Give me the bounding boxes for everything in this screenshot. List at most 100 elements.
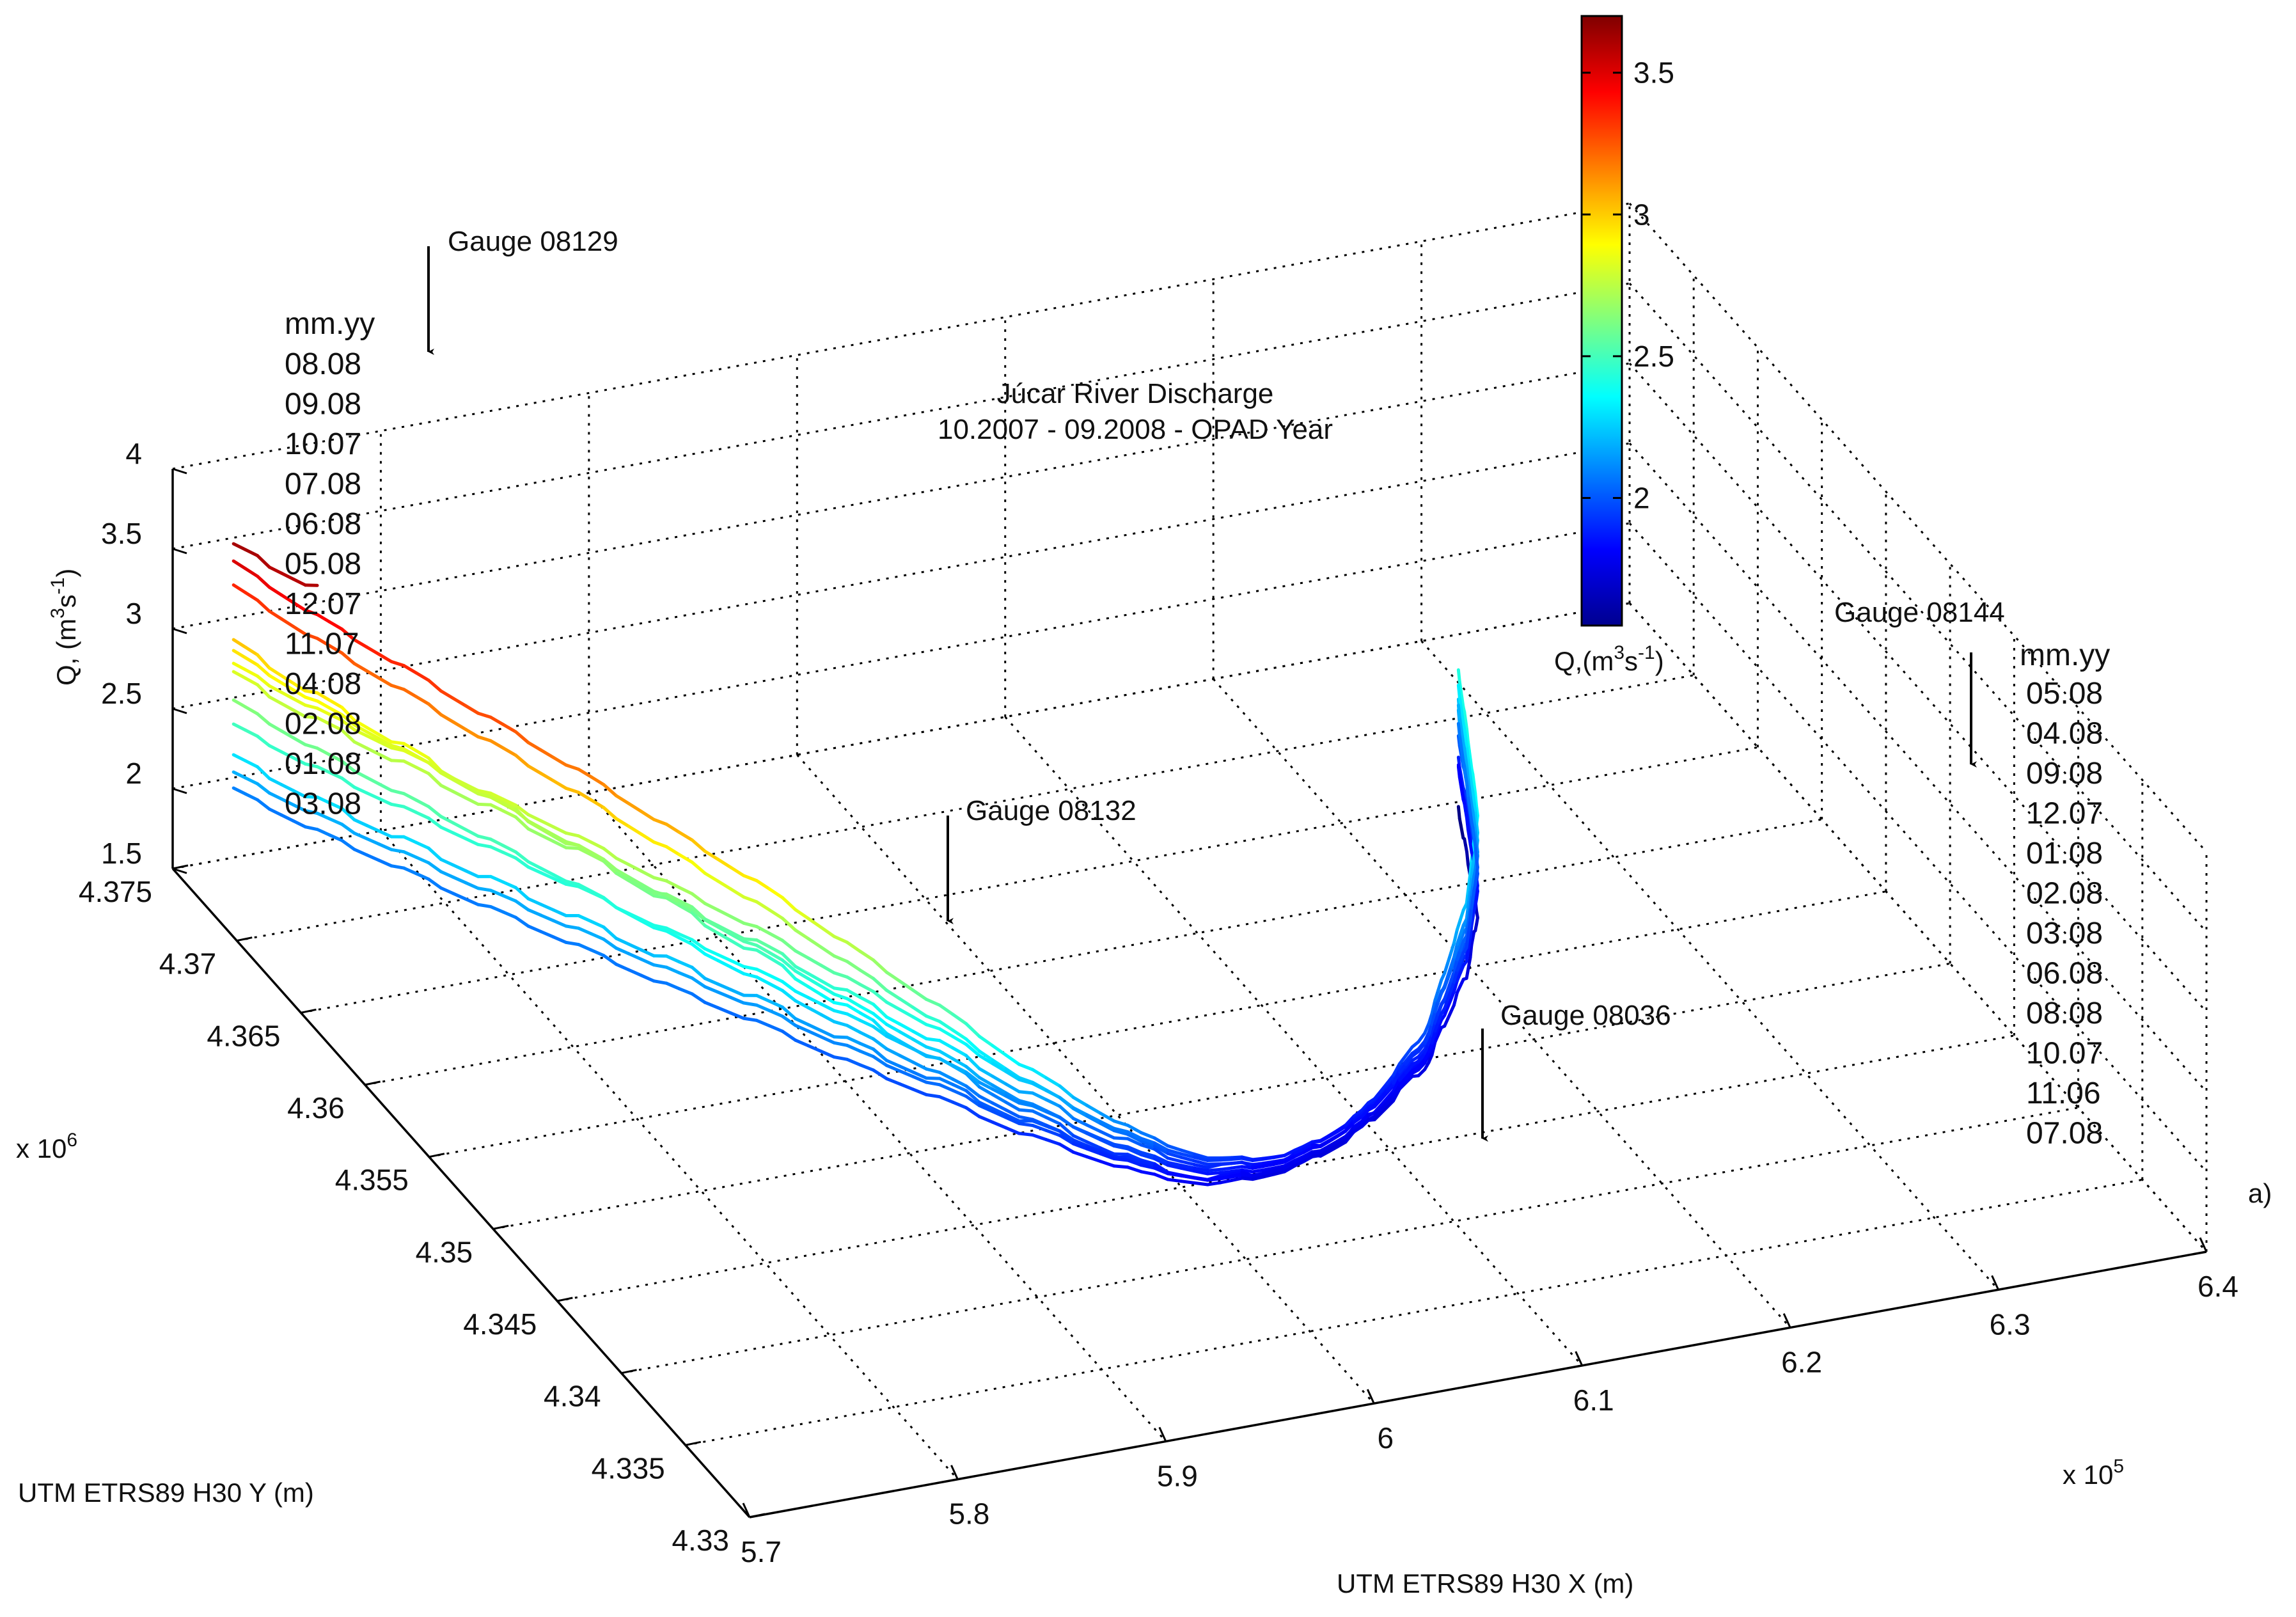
- series-segment: [690, 892, 707, 905]
- series-segment: [315, 706, 331, 716]
- series-segment: [256, 734, 271, 748]
- series-segment: [991, 1120, 1008, 1130]
- series-segment: [690, 860, 707, 875]
- series-segment: [1385, 1081, 1396, 1092]
- series-segment: [885, 1077, 902, 1086]
- series-lines: [232, 542, 1479, 1187]
- legend-right-entry: 11.06: [2026, 1077, 2101, 1110]
- series-segment: [652, 840, 668, 849]
- series-segment: [832, 954, 849, 963]
- series-segment: [729, 938, 746, 950]
- series-segment: [244, 590, 260, 602]
- series-segment: [627, 968, 643, 977]
- series-segment: [1004, 1053, 1021, 1066]
- series-segment: [1058, 1116, 1075, 1129]
- series-segment: [911, 1070, 928, 1080]
- series-segment: [439, 770, 455, 780]
- series-segment: [898, 1007, 915, 1019]
- series-segment: [977, 1034, 995, 1048]
- series-segment: [1344, 1121, 1356, 1133]
- series-segment: [340, 777, 356, 789]
- series-segment: [951, 1089, 968, 1098]
- series-segment: [551, 833, 568, 844]
- series-segment: [1456, 668, 1461, 683]
- series-segment: [615, 868, 631, 879]
- series-segment: [858, 995, 876, 1006]
- series-segment: [1229, 1156, 1244, 1162]
- series-segment: [1335, 1123, 1348, 1132]
- series-segment: [664, 929, 681, 940]
- series-segment: [1404, 1059, 1414, 1070]
- series-segment: [377, 737, 393, 747]
- series-segment: [742, 972, 759, 979]
- series-segment: [794, 1038, 810, 1048]
- series-segment: [858, 1049, 876, 1059]
- floor-grid-y: [365, 818, 1822, 1086]
- series-segment: [1058, 1130, 1075, 1144]
- series-segment: [794, 1017, 810, 1027]
- series-segment: [244, 668, 260, 678]
- series-segment: [1229, 1168, 1244, 1173]
- series-segment: [232, 661, 248, 672]
- series-segment: [551, 876, 568, 886]
- series-segment: [1018, 1108, 1035, 1113]
- series-segment: [489, 845, 505, 855]
- floor-grid-y: [301, 746, 1758, 1014]
- series-segment: [365, 730, 381, 741]
- series-segment: [551, 908, 568, 917]
- series-segment: [232, 649, 248, 659]
- series-segment: [1099, 1130, 1116, 1140]
- series-segment: [640, 974, 656, 983]
- series-segment: [794, 990, 810, 1000]
- series-segment: [476, 887, 492, 892]
- series-segment: [501, 800, 517, 811]
- series-segment: [1352, 1124, 1364, 1133]
- series-segment: [476, 903, 492, 908]
- series-segment: [964, 1084, 981, 1098]
- series-segment: [755, 1018, 771, 1028]
- series-segment: [340, 713, 356, 727]
- series-segment: [402, 664, 418, 675]
- series-segment: [898, 1041, 915, 1051]
- series-segment: [1335, 1129, 1348, 1139]
- series-segment: [845, 997, 862, 1008]
- series-segment: [1261, 1172, 1276, 1179]
- series-segment: [244, 759, 260, 769]
- series-segment: [501, 880, 517, 890]
- series-segment: [755, 967, 771, 977]
- series-segment: [514, 886, 530, 901]
- series-segment: [365, 746, 381, 756]
- legend-right-entry: 03.08: [2026, 917, 2103, 950]
- series-segment: [1192, 1166, 1209, 1172]
- z-tick-mark: [172, 468, 187, 475]
- series-segment: [501, 851, 517, 860]
- series-segment: [977, 1067, 995, 1078]
- series-segment: [898, 1022, 915, 1033]
- series-segment: [464, 881, 480, 890]
- series-segment: [991, 1107, 1008, 1117]
- series-segment: [303, 825, 319, 832]
- series-segment: [716, 924, 733, 934]
- series-segment: [1379, 1085, 1389, 1096]
- series-segment: [951, 1100, 968, 1110]
- series-segment: [602, 954, 618, 966]
- series-segment: [1179, 1166, 1196, 1173]
- series-segment: [991, 1084, 1008, 1095]
- series-segment: [244, 776, 260, 785]
- series-segment: [1044, 1116, 1062, 1126]
- series-segment: [716, 879, 733, 891]
- series-segment: [1139, 1170, 1156, 1176]
- series-segment: [1344, 1126, 1356, 1139]
- series-segment: [1468, 906, 1474, 922]
- series-segment: [767, 908, 784, 920]
- series-segment: [292, 577, 307, 587]
- series-segment: [439, 870, 455, 879]
- series-segment: [924, 1080, 941, 1087]
- series-segment: [767, 931, 784, 942]
- series-segment: [1179, 1174, 1196, 1179]
- series-segment: [577, 914, 593, 923]
- series-segment: [858, 1030, 876, 1041]
- series-segment: [794, 928, 810, 940]
- series-segment: [352, 832, 368, 840]
- back-grid-horizontal: [172, 202, 1630, 470]
